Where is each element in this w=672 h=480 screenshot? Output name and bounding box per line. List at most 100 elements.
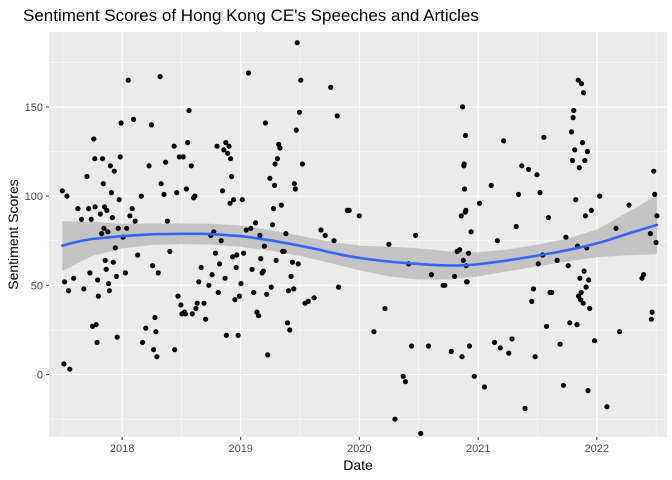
data-point	[587, 305, 593, 312]
data-point	[253, 220, 259, 226]
data-point	[572, 147, 578, 153]
data-point	[296, 109, 303, 115]
data-point	[75, 206, 81, 212]
data-point	[122, 270, 128, 276]
data-point	[583, 284, 589, 290]
data-point	[331, 238, 337, 244]
data-point	[586, 277, 592, 283]
data-point	[649, 309, 655, 315]
data-point	[291, 286, 297, 292]
data-point	[264, 291, 270, 297]
data-point	[571, 107, 577, 114]
data-point	[488, 182, 494, 188]
data-point	[576, 165, 582, 171]
data-point	[581, 268, 587, 274]
data-point	[65, 288, 72, 294]
data-point	[127, 213, 133, 219]
data-point	[155, 270, 161, 276]
data-point	[463, 207, 469, 213]
data-point	[194, 300, 200, 306]
data-point	[206, 282, 212, 288]
data-point	[460, 257, 466, 263]
data-point	[584, 148, 591, 155]
data-point	[153, 329, 159, 335]
data-point	[291, 181, 297, 187]
x-axis: 2018 2019 2020 2021 2022	[110, 437, 609, 455]
data-point	[335, 284, 342, 290]
data-point	[61, 361, 67, 367]
data-point	[174, 190, 180, 196]
data-point	[513, 223, 519, 230]
data-point	[101, 225, 107, 231]
data-point	[563, 234, 569, 240]
data-point	[209, 272, 215, 278]
data-point	[171, 143, 177, 149]
data-point	[285, 288, 292, 294]
data-point	[626, 202, 632, 208]
data-point	[193, 305, 199, 312]
data-point	[146, 163, 152, 169]
data-point	[135, 252, 141, 258]
data-point	[283, 231, 289, 237]
data-point	[115, 225, 121, 231]
data-point	[118, 120, 124, 126]
data-point	[130, 116, 137, 122]
confidence-band	[62, 195, 657, 280]
data-point	[227, 200, 233, 206]
data-point	[93, 322, 99, 328]
data-point	[81, 286, 87, 292]
data-point	[113, 273, 119, 279]
data-point	[273, 257, 279, 263]
data-point	[104, 207, 110, 213]
data-point	[519, 163, 525, 169]
data-point	[178, 302, 184, 308]
data-point	[111, 168, 117, 174]
data-point	[215, 289, 221, 296]
data-point	[223, 332, 229, 338]
data-point	[522, 405, 528, 412]
data-point	[554, 257, 560, 263]
data-point	[457, 247, 463, 253]
data-point	[501, 138, 507, 144]
data-point	[565, 263, 571, 269]
data-point	[568, 129, 575, 135]
data-point	[579, 140, 586, 146]
data-point	[295, 261, 301, 267]
data-point	[270, 206, 277, 212]
data-point	[549, 289, 555, 296]
data-point	[239, 197, 245, 203]
data-point	[461, 161, 467, 167]
data-point	[157, 74, 163, 80]
data-point	[95, 277, 101, 283]
data-point	[167, 248, 173, 254]
data-point	[392, 416, 398, 422]
data-point	[251, 289, 257, 296]
data-point	[223, 140, 229, 146]
data-point	[226, 143, 232, 149]
data-point	[129, 206, 135, 212]
data-point	[299, 161, 305, 167]
data-point	[425, 343, 432, 349]
data-point	[228, 156, 234, 162]
data-point	[256, 313, 262, 319]
data-point	[613, 225, 619, 231]
data-point	[225, 150, 231, 156]
data-point	[569, 157, 576, 164]
data-point	[481, 384, 487, 390]
data-point	[476, 200, 483, 206]
data-point	[143, 325, 149, 331]
data-point	[203, 316, 209, 322]
data-point	[222, 275, 228, 281]
data-point	[647, 231, 654, 237]
data-point	[653, 239, 659, 246]
data-point	[497, 345, 503, 351]
data-point	[148, 122, 154, 128]
data-point	[91, 136, 97, 142]
x-tick-label: 2018	[110, 443, 134, 455]
data-point	[124, 225, 130, 231]
data-point	[305, 298, 311, 304]
data-point	[560, 382, 567, 388]
x-tick-label: 2022	[585, 443, 609, 455]
data-point	[460, 104, 466, 110]
data-point	[212, 250, 218, 256]
